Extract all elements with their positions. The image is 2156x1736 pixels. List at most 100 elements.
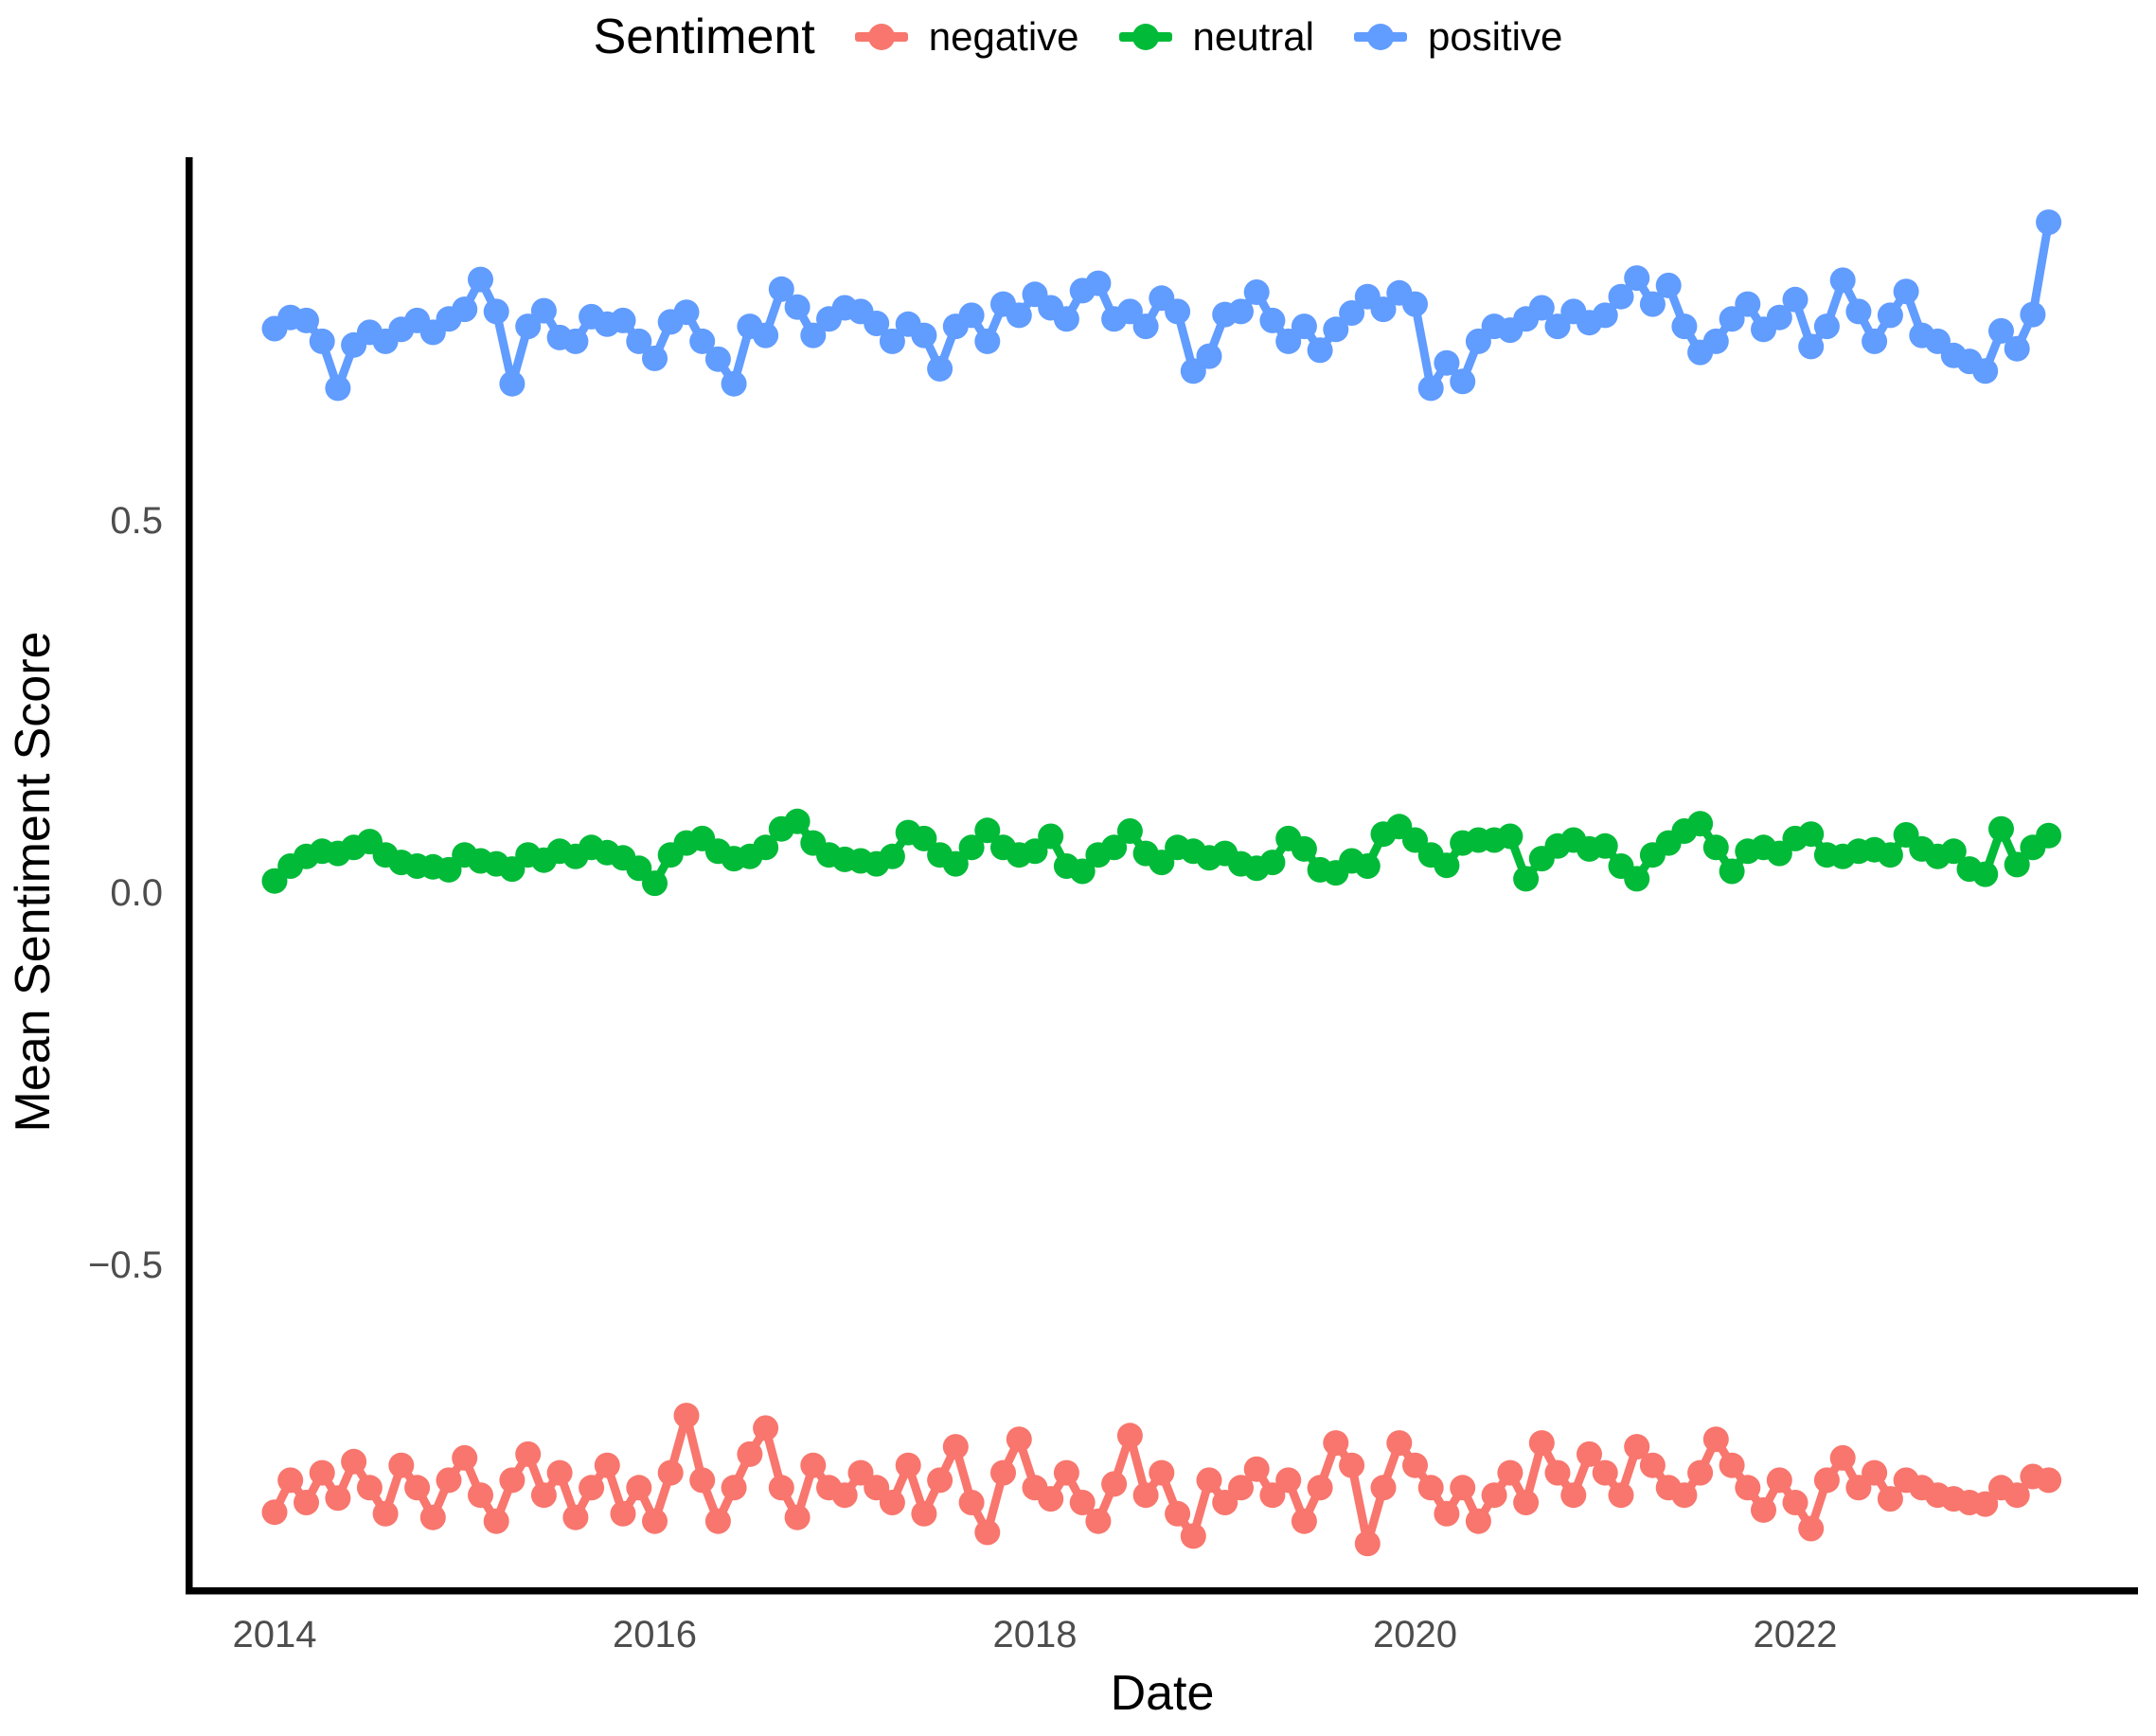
- legend-item-negative: negative: [854, 14, 1079, 60]
- data-point-positive: [530, 297, 557, 324]
- data-point-negative: [515, 1441, 542, 1467]
- data-point-negative: [895, 1452, 921, 1478]
- data-point-neutral: [1877, 842, 1903, 868]
- data-point-neutral: [1354, 853, 1381, 879]
- data-point-negative: [1829, 1444, 1856, 1471]
- data-point-positive: [704, 346, 731, 372]
- x-tick-label: 2022: [1753, 1614, 1837, 1655]
- data-point-negative: [436, 1467, 462, 1494]
- data-point-negative: [1038, 1486, 1064, 1512]
- data-point-positive: [784, 294, 811, 320]
- data-point-negative: [309, 1459, 335, 1486]
- data-point-positive: [1450, 368, 1476, 395]
- data-point-positive: [1259, 307, 1286, 333]
- data-point-negative: [1560, 1482, 1587, 1509]
- x-tick-label: 2014: [233, 1614, 317, 1655]
- data-point-negative: [1323, 1430, 1349, 1457]
- data-point-neutral: [1940, 838, 1967, 865]
- x-axis-title: Date: [1110, 1666, 1215, 1721]
- data-point-negative: [562, 1504, 589, 1530]
- data-point-negative: [1639, 1452, 1666, 1478]
- data-point-positive: [309, 328, 335, 354]
- data-point-negative: [657, 1459, 684, 1486]
- data-point-negative: [1180, 1523, 1206, 1549]
- data-point-positive: [911, 322, 937, 349]
- data-point-neutral: [784, 808, 811, 834]
- data-point-neutral: [1291, 835, 1317, 862]
- data-point-positive: [1132, 313, 1159, 340]
- data-point-negative: [831, 1482, 858, 1509]
- data-point-negative: [1766, 1467, 1792, 1494]
- y-axis-line: [186, 157, 193, 1595]
- data-point-neutral: [1988, 815, 2014, 842]
- data-point-negative: [1481, 1482, 1507, 1509]
- data-point-positive: [1671, 313, 1698, 340]
- data-point-positive: [673, 299, 700, 326]
- data-point-positive: [1735, 291, 1761, 317]
- data-point-positive: [1339, 300, 1365, 326]
- data-point-positive: [562, 328, 589, 354]
- data-point-negative: [1608, 1482, 1634, 1509]
- data-point-negative: [1528, 1430, 1555, 1457]
- data-point-negative: [1165, 1500, 1191, 1527]
- data-point-negative: [1497, 1459, 1523, 1486]
- data-point-neutral: [1687, 811, 1714, 837]
- data-point-neutral: [1513, 866, 1540, 892]
- data-point-negative: [1354, 1530, 1381, 1557]
- legend-label-positive: positive: [1427, 14, 1563, 59]
- data-point-positive: [1798, 333, 1825, 360]
- data-point-negative: [1149, 1459, 1175, 1486]
- data-point-positive: [2020, 301, 2046, 328]
- data-point-positive: [1053, 306, 1079, 332]
- data-point-negative: [1053, 1459, 1079, 1486]
- data-point-neutral: [753, 834, 779, 861]
- data-point-positive: [1370, 296, 1397, 323]
- data-point-positive: [1196, 343, 1222, 369]
- data-point-negative: [1592, 1459, 1618, 1486]
- data-point-negative: [2036, 1467, 2062, 1494]
- data-point-negative: [1116, 1423, 1143, 1449]
- y-tick-label: −0.5: [88, 1244, 163, 1286]
- data-point-neutral: [1798, 821, 1825, 848]
- data-point-negative: [404, 1475, 431, 1501]
- data-point-negative: [1972, 1491, 1999, 1517]
- legend-item-neutral: neutral: [1118, 14, 1314, 60]
- data-point-negative: [1243, 1456, 1270, 1482]
- negative-line-dot-icon: [854, 21, 908, 53]
- data-point-neutral: [1972, 861, 1999, 887]
- data-point-neutral: [958, 834, 985, 861]
- data-point-positive: [1417, 375, 1444, 402]
- data-point-negative: [530, 1482, 557, 1509]
- data-point-positive: [864, 311, 890, 336]
- data-point-positive: [1165, 298, 1191, 325]
- data-point-negative: [673, 1403, 700, 1429]
- data-point-negative: [784, 1504, 811, 1530]
- legend-label-neutral: neutral: [1192, 14, 1314, 59]
- data-point-neutral: [1702, 834, 1729, 861]
- data-point-negative: [1132, 1482, 1159, 1509]
- data-point-negative: [356, 1475, 383, 1501]
- data-point-neutral: [642, 870, 668, 897]
- data-point-positive: [1702, 328, 1729, 354]
- data-point-neutral: [1592, 832, 1618, 859]
- data-point-negative: [879, 1490, 905, 1515]
- data-point-negative: [1465, 1508, 1491, 1534]
- data-point-negative: [1417, 1475, 1444, 1501]
- data-point-negative: [1069, 1490, 1096, 1515]
- data-point-positive: [768, 276, 794, 302]
- data-point-positive: [1592, 302, 1618, 329]
- data-point-positive: [927, 355, 953, 382]
- data-point-negative: [1085, 1508, 1112, 1534]
- data-point-negative: [942, 1434, 969, 1460]
- data-point-negative: [325, 1485, 351, 1512]
- data-point-negative: [1434, 1500, 1460, 1527]
- data-point-positive: [1829, 267, 1856, 294]
- data-point-negative: [1735, 1475, 1761, 1501]
- data-point-positive: [1624, 265, 1650, 292]
- data-point-positive: [879, 328, 905, 354]
- data-point-negative: [689, 1467, 716, 1494]
- data-point-positive: [325, 375, 351, 402]
- data-point-neutral: [2036, 822, 2062, 849]
- data-point-neutral: [1101, 834, 1128, 861]
- data-point-positive: [1608, 283, 1634, 310]
